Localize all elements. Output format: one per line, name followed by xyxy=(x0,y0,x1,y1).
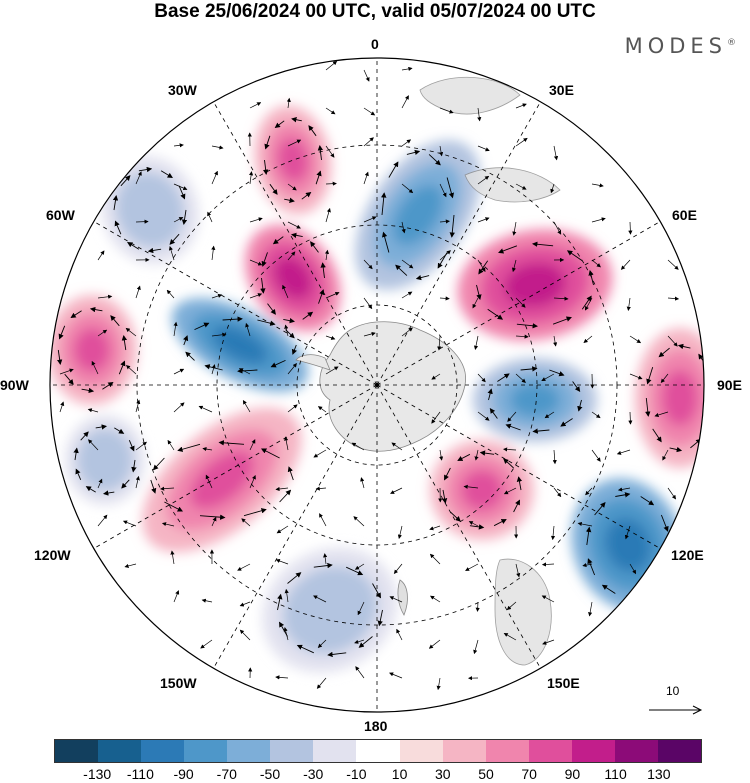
colorbar-swatch xyxy=(442,740,486,762)
meridian-label-30e: 30E xyxy=(549,82,574,98)
wind-vectors xyxy=(56,60,704,691)
meridian-label-150w: 150W xyxy=(160,675,197,691)
colorbar-tick-label: -70 xyxy=(216,766,237,782)
negative-anomaly xyxy=(473,358,597,442)
positive-anomaly xyxy=(635,328,704,468)
brand-logo: MODES® xyxy=(624,34,736,58)
colorbar xyxy=(54,739,702,763)
colorbar-swatch xyxy=(227,740,271,762)
colorbar-swatch xyxy=(356,740,400,762)
colorbar-tick-label: 50 xyxy=(478,766,494,782)
colorbar-tick-label: 90 xyxy=(564,766,581,782)
colorbar-tick-label: -130 xyxy=(83,766,112,782)
negative-anomaly xyxy=(101,155,199,265)
colorbar-swatch xyxy=(184,740,228,762)
colorbar-swatch xyxy=(141,740,185,762)
colorbar-swatch xyxy=(55,740,99,762)
meridian-label-180: 180 xyxy=(364,718,388,734)
positive-anomaly xyxy=(430,440,534,540)
colorbar-swatch xyxy=(528,740,572,762)
meridian-label-150e: 150E xyxy=(547,675,580,691)
colorbar-swatch xyxy=(571,740,615,762)
colorbar-swatch xyxy=(485,740,529,762)
meridian-label-90e: 90E xyxy=(717,377,742,393)
negative-anomaly xyxy=(262,547,398,673)
vector-reference-arrow xyxy=(649,705,703,715)
colorbar-tick-label: -30 xyxy=(303,766,324,782)
colorbar-swatch xyxy=(270,740,314,762)
positive-anomaly xyxy=(457,229,613,341)
colorbar-tick-label: 30 xyxy=(435,766,451,782)
colorbar-swatch xyxy=(98,740,142,762)
vector-reference-label: 10 xyxy=(666,684,680,698)
meridian-label-120e: 120E xyxy=(671,547,704,563)
colorbar-tick-label: -10 xyxy=(346,766,367,782)
page-title: Base 25/06/2024 00 UTC, valid 05/07/2024… xyxy=(154,1,596,22)
meridian-label-60e: 60E xyxy=(672,207,697,223)
colorbar-ticks: -130 -110 -90 -70 -50 -30 -10 10 30 50 70 90 110 130 xyxy=(0,766,750,783)
colorbar-tick-label: -110 xyxy=(126,766,154,782)
colorbar-swatch xyxy=(657,740,701,762)
colorbar-tick-label: -90 xyxy=(173,766,194,782)
colorbar-swatch xyxy=(614,740,658,762)
meridian-label-90w: 90W xyxy=(0,377,29,393)
positive-anomaly xyxy=(245,224,341,332)
meridian-label-120w: 120W xyxy=(34,547,71,563)
meridian-label-0: 0 xyxy=(371,36,379,52)
positive-anomaly xyxy=(254,105,332,215)
map-border xyxy=(49,57,705,713)
positive-anomaly xyxy=(50,295,137,405)
colorbar-tick-label: 110 xyxy=(604,766,627,782)
antarctica-landmass xyxy=(295,76,561,666)
colorbar-tick-label: -50 xyxy=(259,766,281,782)
negative-anomaly xyxy=(65,415,145,505)
colorbar-swatch xyxy=(399,740,443,762)
colorbar-tick-label: 70 xyxy=(521,766,537,782)
graticule xyxy=(50,58,704,712)
meridian-label-60w: 60W xyxy=(46,207,75,223)
colorbar-tick-label: 130 xyxy=(647,766,671,782)
colorbar-swatch xyxy=(313,740,357,762)
meridian-label-30w: 30W xyxy=(168,82,197,98)
anomaly-field xyxy=(50,105,704,673)
colorbar-tick-label: 10 xyxy=(391,766,408,782)
